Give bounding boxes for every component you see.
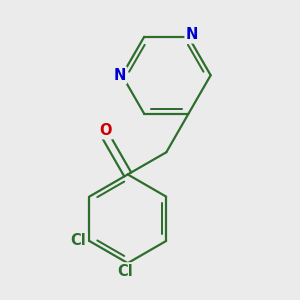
Text: Cl: Cl bbox=[70, 233, 86, 248]
Text: N: N bbox=[186, 27, 198, 42]
Text: O: O bbox=[99, 123, 112, 138]
Text: N: N bbox=[114, 68, 126, 83]
Text: Cl: Cl bbox=[118, 264, 134, 279]
